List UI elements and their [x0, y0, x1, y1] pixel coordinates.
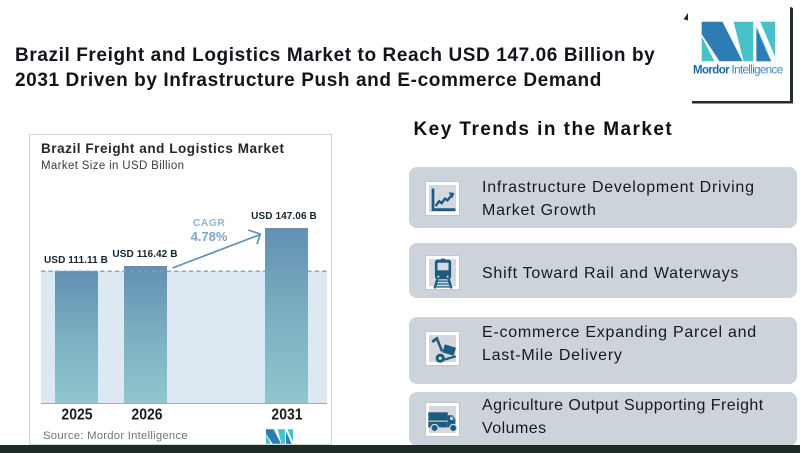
- svg-text:MordorIntelligence: Mordor Intelligence: [693, 65, 783, 77]
